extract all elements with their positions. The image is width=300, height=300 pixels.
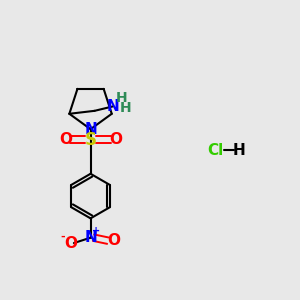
Text: N: N (84, 230, 97, 245)
Text: Cl: Cl (207, 142, 224, 158)
Text: S: S (85, 130, 97, 148)
Text: N: N (84, 122, 97, 137)
Text: O: O (109, 132, 122, 147)
Text: O: O (107, 233, 120, 248)
Text: +: + (92, 226, 101, 236)
Text: H: H (120, 101, 131, 115)
Text: O: O (59, 132, 72, 147)
Text: O: O (64, 236, 77, 250)
Text: H: H (233, 142, 245, 158)
Text: N: N (107, 99, 119, 114)
Text: -: - (60, 232, 65, 242)
Text: H: H (116, 91, 128, 105)
